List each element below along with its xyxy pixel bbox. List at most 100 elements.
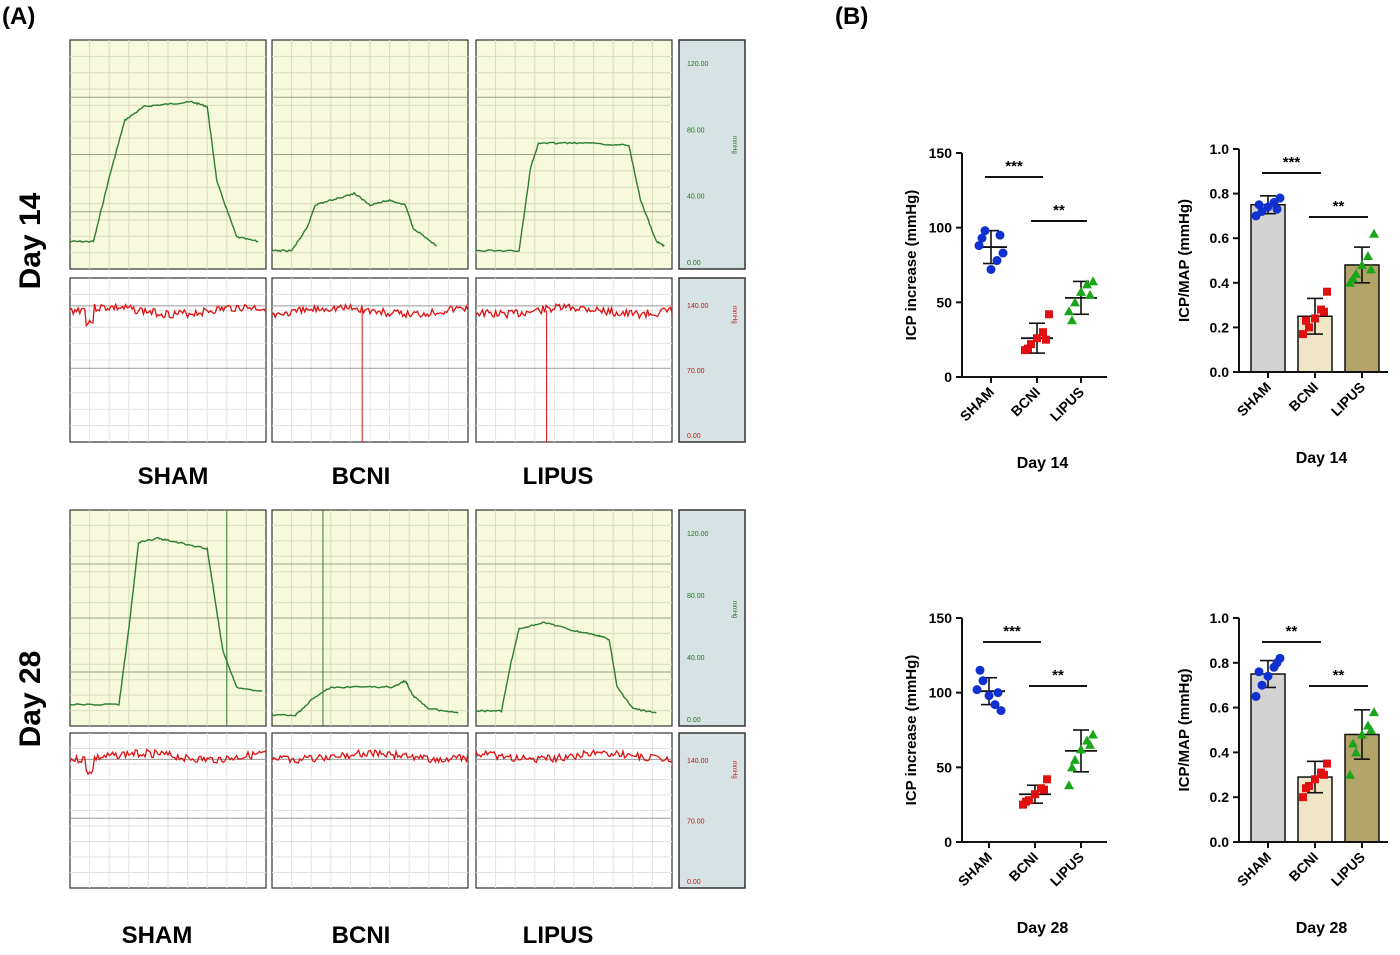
data-point	[1369, 707, 1379, 717]
data-point	[984, 691, 994, 701]
data-point	[1302, 784, 1310, 793]
x-tick-label: SHAM	[1234, 849, 1274, 889]
data-point	[1085, 289, 1095, 299]
map-trace-line	[69, 748, 267, 776]
data-point	[975, 665, 985, 675]
day-label: Day 14	[14, 192, 47, 289]
data-point	[1351, 747, 1361, 757]
significance-label: ***	[1005, 158, 1023, 175]
significance-label: **	[1333, 667, 1345, 684]
y-tick-label: 100	[929, 685, 953, 701]
icp-scale: 120.00 80.00 40.00 0.00 mmHg	[678, 39, 746, 270]
y-axis-label: ICP/MAP (mmHg)	[1176, 199, 1193, 322]
y-tick-label: 150	[929, 610, 953, 626]
data-point	[990, 700, 1000, 710]
significance-label: **	[1052, 667, 1064, 684]
tracing-row: Day 14 SHAM BCNI LIPUS 120.00 80.00 40.00 0.00 m…	[14, 39, 746, 490]
y-axis-label: ICP increase (mmHg)	[903, 190, 920, 341]
x-tick-label: LIPUS	[1047, 849, 1087, 889]
data-point	[1320, 770, 1328, 779]
icp-scale-tick: 40.00	[687, 194, 705, 201]
icp-scale-unit: mmHg	[731, 136, 737, 154]
x-tick-label: BCNI	[1286, 379, 1322, 415]
icp-scale-tick: 120.00	[687, 61, 709, 68]
data-point	[1076, 286, 1086, 296]
map-trace-line	[271, 748, 469, 765]
x-tick-label: SHAM	[955, 849, 995, 889]
y-tick-label: 50	[936, 294, 952, 310]
data-point	[974, 241, 984, 251]
significance-label: ***	[1003, 623, 1021, 640]
group-label: BCNI	[332, 922, 391, 949]
panel-a: (A) Day 14 SHAM BCNI LIPUS 120.00 80.00 40.00 0.…	[2, 3, 746, 949]
data-point	[977, 233, 987, 243]
data-point	[1311, 775, 1319, 784]
data-point	[1357, 259, 1367, 269]
data-point	[1272, 204, 1282, 214]
significance-label: **	[1053, 202, 1065, 219]
data-point	[972, 685, 982, 695]
y-tick-label: 0.4	[1210, 275, 1230, 291]
map-scale-tick: 140.00	[687, 758, 709, 765]
y-axis-label: ICP increase (mmHg)	[903, 655, 920, 806]
data-point	[996, 706, 1006, 716]
x-tick-label: SHAM	[957, 384, 997, 424]
data-point	[1369, 228, 1379, 238]
y-tick-label: 1.0	[1210, 141, 1230, 157]
data-point	[980, 226, 990, 236]
data-point	[1085, 739, 1095, 749]
y-tick-label: 0.0	[1210, 834, 1230, 850]
data-point	[1070, 754, 1080, 764]
group-label: SHAM	[138, 463, 209, 490]
icp-scale: 120.00 80.00 40.00 0.00 mmHg	[678, 509, 746, 727]
y-tick-label: 0.4	[1210, 744, 1230, 760]
map-scale: 140.00 70.00 0.00 mmHg	[678, 277, 746, 443]
stat-plot: 0.0 0.2 0.4 0.6 0.8 1.0 ICP/MAP (mmHg) SHAM BCNI…	[1176, 141, 1388, 467]
significance-label: **	[1286, 623, 1298, 640]
data-point	[1302, 316, 1310, 325]
data-point	[1363, 251, 1373, 261]
icp-trace-line	[271, 191, 438, 253]
tracing-row: Day 28 SHAM BCNI LIPUS 120.00 80.00 40.00 0.00 m…	[14, 509, 746, 949]
icp-scale-box	[678, 509, 746, 727]
y-tick-label: 0.6	[1210, 700, 1230, 716]
data-point	[1263, 671, 1273, 681]
data-point	[1272, 658, 1282, 668]
data-point	[1022, 797, 1030, 806]
data-point	[1064, 780, 1074, 790]
y-tick-label: 0.8	[1210, 655, 1230, 671]
icp-scale-tick: 40.00	[687, 655, 705, 662]
data-point	[1320, 307, 1328, 316]
data-point	[1027, 340, 1035, 349]
icp-scale-tick: 0.00	[687, 717, 701, 724]
y-axis-label: ICP/MAP (mmHg)	[1176, 668, 1193, 791]
data-point	[1348, 738, 1358, 748]
significance-label: **	[1333, 198, 1345, 215]
x-tick-label: BCNI	[1008, 384, 1044, 420]
map-scale-tick: 0.00	[687, 879, 701, 886]
data-point	[1323, 759, 1331, 768]
map-scale: 140.00 70.00 0.00 mmHg	[678, 732, 746, 889]
icp-trace-line	[271, 679, 459, 717]
data-point	[1257, 680, 1267, 690]
data-point	[1033, 334, 1041, 343]
group-label: LIPUS	[523, 922, 594, 949]
data-point	[1254, 200, 1264, 210]
map-trace-line	[271, 303, 469, 320]
data-point	[978, 676, 988, 686]
stat-plot: 0.0 0.2 0.4 0.6 0.8 1.0 ICP/MAP (mmHg) SHAM BCNI…	[1176, 610, 1388, 937]
data-point	[1067, 762, 1077, 772]
map-scale-tick: 70.00	[687, 819, 705, 826]
data-point	[1275, 193, 1285, 203]
x-axis-label: Day 28	[1017, 920, 1069, 937]
data-point	[1088, 276, 1098, 286]
x-tick-label: SHAM	[1234, 379, 1274, 419]
data-point	[1067, 315, 1077, 325]
stat-plot: 0 50 100 150 ICP increase (mmHg) SHAM BCNI LIPU…	[903, 145, 1107, 472]
icp-scale-unit: mmHg	[731, 601, 737, 619]
data-point	[1064, 306, 1074, 316]
data-point	[986, 264, 996, 274]
icp-trace-line	[69, 536, 263, 706]
data-point	[1040, 785, 1048, 794]
